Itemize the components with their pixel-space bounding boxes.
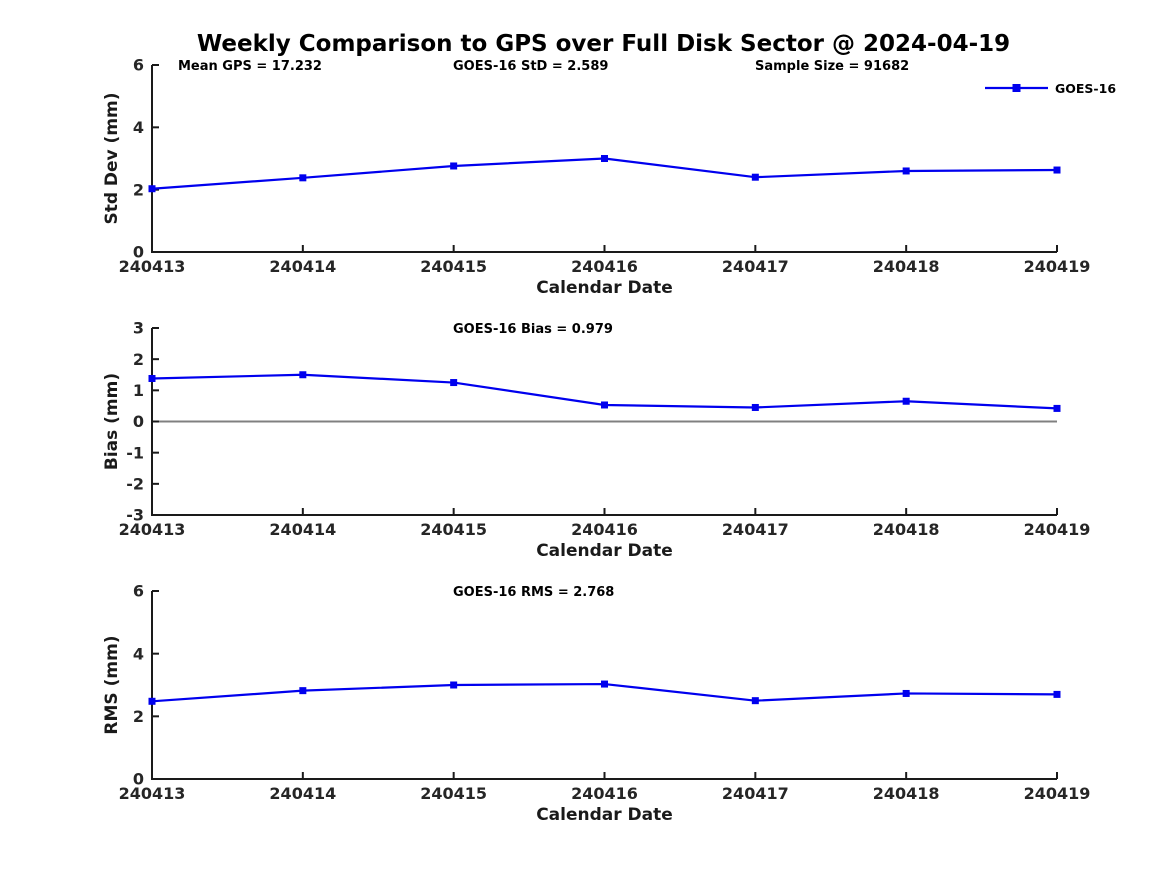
x-tick-label: 240414: [269, 520, 336, 539]
y-tick-label: 0: [133, 243, 144, 262]
y-tick-label: 2: [133, 350, 144, 369]
data-point-marker: [902, 167, 910, 175]
data-point-marker: [450, 681, 458, 689]
data-point-marker: [902, 397, 910, 405]
x-tick-label: 240413: [119, 520, 186, 539]
annotation-text: GOES-16 RMS = 2.768: [453, 585, 614, 600]
y-tick-label: 6: [133, 582, 144, 601]
data-point-marker: [450, 379, 458, 387]
y-tick-label: 0: [133, 412, 144, 431]
x-axis-label: Calendar Date: [536, 541, 673, 561]
x-tick-label: 240417: [722, 784, 789, 803]
annotation-text: Mean GPS = 17.232: [178, 59, 322, 74]
data-point-marker: [299, 687, 307, 695]
x-tick-label: 240413: [119, 784, 186, 803]
x-tick-label: 240415: [420, 257, 487, 276]
data-point-marker: [148, 697, 156, 705]
x-tick-label: 240418: [873, 257, 940, 276]
y-tick-label: 6: [133, 56, 144, 75]
annotation-text: GOES-16 StD = 2.589: [453, 59, 608, 74]
y-axis-label: RMS (mm): [102, 635, 122, 734]
annotation-text: GOES-16 Bias = 0.979: [453, 322, 613, 337]
y-tick-label: 4: [133, 644, 144, 663]
y-tick-label: 2: [133, 180, 144, 199]
x-axis-label: Calendar Date: [536, 278, 673, 298]
data-point-marker: [751, 173, 759, 181]
data-point-marker: [299, 174, 307, 182]
data-point-marker: [601, 155, 608, 162]
x-tick-label: 240414: [269, 784, 336, 803]
x-tick-label: 240419: [1024, 784, 1091, 803]
chart-title: Weekly Comparison to GPS over Full Disk …: [196, 31, 1011, 57]
y-tick-label: -2: [126, 474, 144, 493]
legend: GOES-16: [985, 81, 1116, 96]
y-tick-label: 2: [133, 707, 144, 726]
x-tick-label: 240417: [722, 257, 789, 276]
legend-label: GOES-16: [1055, 81, 1116, 96]
series-line-goes-16: [151, 157, 1058, 190]
panel-rms: 0 2 4 6 240413 240414 240415 240416 240417 240418…: [102, 582, 1090, 825]
data-point-marker: [601, 680, 608, 688]
data-point-marker: [148, 185, 156, 193]
data-point-marker: [751, 403, 759, 411]
data-point-marker: [1053, 166, 1061, 174]
data-point-marker: [450, 162, 458, 170]
data-point-marker: [148, 374, 156, 382]
panel-std-dev: 0 2 4 6 240413 240414 240415 240416 240417 240418…: [102, 56, 1090, 298]
data-point-marker: [751, 697, 759, 705]
data-point-marker: [902, 689, 910, 697]
x-tick-label: 240419: [1024, 257, 1091, 276]
x-tick-label: 240417: [722, 520, 789, 539]
y-tick-label: -3: [126, 506, 144, 525]
x-tick-label: 240419: [1024, 520, 1091, 539]
x-tick-label: 240415: [420, 784, 487, 803]
y-tick-label: -1: [126, 443, 144, 462]
data-point-marker: [1053, 404, 1061, 412]
y-tick-label: 3: [133, 319, 144, 338]
y-axis-label: Std Dev (mm): [102, 92, 122, 224]
x-tick-label: 240414: [269, 257, 336, 276]
x-tick-label: 240418: [873, 520, 940, 539]
panel-bias: -3 -2 -1 0 1 2 3 240413 240414 240415 240416 240417…: [102, 319, 1090, 561]
annotation-text: Sample Size = 91682: [755, 59, 909, 74]
data-point-marker: [1053, 690, 1061, 698]
x-tick-label: 240416: [571, 257, 638, 276]
x-tick-label: 240415: [420, 520, 487, 539]
data-point-marker: [601, 401, 608, 409]
x-axis-label: Calendar Date: [536, 805, 673, 825]
x-tick-label: 240413: [119, 257, 186, 276]
y-axis-label: Bias (mm): [102, 373, 122, 470]
y-tick-label: 4: [133, 118, 144, 137]
x-tick-label: 240418: [873, 784, 940, 803]
x-tick-label: 240416: [571, 520, 638, 539]
y-tick-label: 1: [133, 381, 144, 400]
data-point-marker: [299, 371, 307, 379]
x-tick-label: 240416: [571, 784, 638, 803]
legend-marker-icon: [1012, 84, 1021, 92]
y-tick-label: 0: [133, 770, 144, 789]
